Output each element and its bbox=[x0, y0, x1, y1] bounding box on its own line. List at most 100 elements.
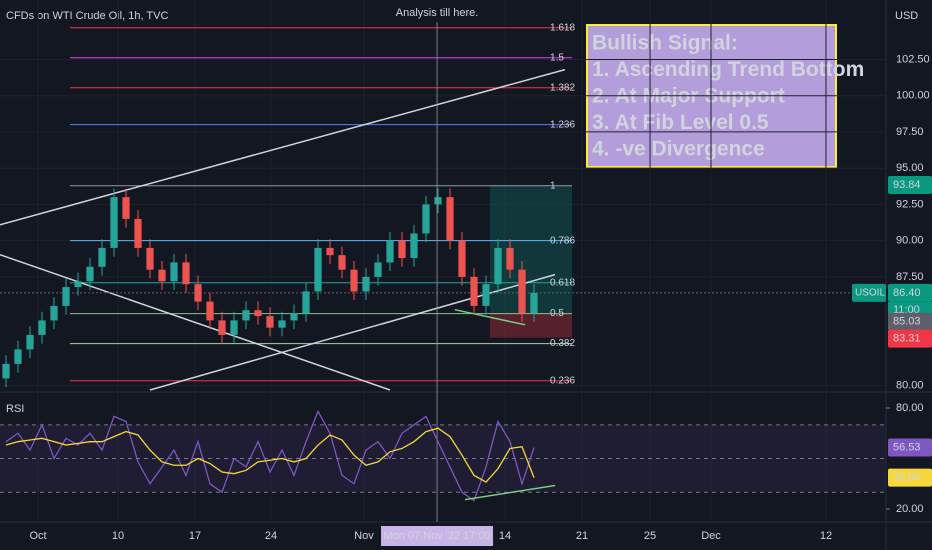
y-tick-label: 87.50 bbox=[896, 271, 924, 283]
candle-body bbox=[374, 262, 382, 277]
x-tick-label: 10 bbox=[112, 530, 124, 542]
candle-body bbox=[134, 218, 142, 248]
x-tick-label: Dec bbox=[701, 530, 721, 542]
stop-zone bbox=[489, 312, 573, 338]
candle-body bbox=[266, 316, 274, 328]
candle-body bbox=[2, 363, 10, 379]
candle-body bbox=[422, 204, 430, 234]
rsi-badge: 56.53 bbox=[893, 441, 921, 453]
candle-body bbox=[218, 320, 226, 335]
rsi-divergence bbox=[464, 484, 556, 501]
candle-body bbox=[14, 349, 22, 364]
symbol: USOIL bbox=[855, 288, 885, 299]
y-tick-label: 80.00 bbox=[896, 402, 924, 414]
candle-body bbox=[434, 197, 442, 205]
candle-body bbox=[290, 313, 298, 321]
stop-badge: 83.31 bbox=[893, 333, 921, 345]
target-badge: 93.84 bbox=[893, 179, 921, 191]
x-tick-label: 17 bbox=[189, 530, 201, 542]
crosshair-label: Mon 07 Nov '22 17:00 bbox=[383, 530, 490, 542]
candle-body bbox=[338, 255, 346, 270]
candle-body bbox=[506, 247, 514, 270]
annotation: Analysis till here. bbox=[396, 7, 479, 19]
candle-body bbox=[86, 266, 94, 282]
candle-body bbox=[398, 240, 406, 259]
note-line: 3. At Fib Level 0.5 bbox=[592, 111, 769, 134]
candle-body bbox=[110, 197, 118, 248]
x-tick-label: Oct bbox=[29, 530, 46, 542]
candle-body bbox=[362, 276, 370, 292]
candle-body bbox=[470, 276, 478, 306]
target-badge-bg bbox=[888, 175, 932, 194]
fib-label: 0.382 bbox=[550, 338, 575, 349]
candle-body bbox=[242, 310, 250, 321]
candle-body bbox=[26, 334, 34, 350]
candle-body bbox=[482, 284, 490, 306]
candle-body bbox=[194, 284, 202, 302]
stop-badge-bg bbox=[888, 329, 932, 348]
candle-body bbox=[158, 269, 166, 282]
candle-body bbox=[386, 240, 394, 263]
rsi-badge-bg bbox=[888, 468, 932, 487]
fib-label: 1.236 bbox=[550, 119, 575, 130]
currency: USD bbox=[895, 10, 918, 22]
crosshair-label-bg bbox=[381, 526, 494, 546]
y-tick-label: 97.50 bbox=[896, 126, 924, 138]
price-badge: 86.40 bbox=[893, 287, 921, 299]
rsi-badge-bg bbox=[888, 438, 932, 457]
header: CFDs on WTI Crude Oil, 1h, TVC bbox=[6, 10, 168, 22]
y-tick-label: 95.00 bbox=[896, 162, 924, 174]
candle-body bbox=[410, 233, 418, 259]
x-tick-label: 14 bbox=[499, 530, 511, 542]
candle-body bbox=[170, 262, 178, 282]
note-line: 4. -ve Divergence bbox=[592, 138, 765, 161]
fib-label: 1.5 bbox=[550, 52, 564, 63]
candle-body bbox=[254, 310, 262, 317]
x-tick-label: Nov bbox=[354, 530, 374, 542]
note-line: 1. Ascending Trend Bottom bbox=[592, 58, 864, 81]
trendline bbox=[0, 68, 566, 226]
trendline bbox=[454, 308, 526, 326]
x-tick-label: 21 bbox=[576, 530, 588, 542]
candle-body bbox=[98, 247, 106, 267]
candle-body bbox=[62, 287, 70, 306]
fib-label: 0.5 bbox=[550, 308, 564, 319]
fib-label: 1.618 bbox=[550, 22, 575, 33]
candle-body bbox=[530, 292, 538, 314]
x-tick-label: 24 bbox=[265, 530, 277, 542]
x-tick-label: 25 bbox=[644, 530, 656, 542]
candle-body bbox=[122, 197, 130, 219]
candle-body bbox=[50, 305, 58, 321]
y-tick-label: 102.50 bbox=[896, 53, 930, 65]
candle-body bbox=[74, 281, 82, 288]
rsi-line bbox=[5, 409, 535, 502]
y-tick-label: 80.00 bbox=[896, 380, 924, 392]
candle-body bbox=[446, 197, 454, 241]
candle-body bbox=[494, 247, 502, 285]
symbol-bg bbox=[852, 283, 886, 302]
y-tick-label: 92.50 bbox=[896, 198, 924, 210]
y-tick-label: 90.00 bbox=[896, 235, 924, 247]
candle-body bbox=[38, 320, 46, 335]
note-line: Bullish Signal: bbox=[592, 32, 738, 55]
y-tick-label: 20.00 bbox=[896, 503, 924, 515]
fib-label: 0.618 bbox=[550, 277, 575, 288]
target-zone bbox=[489, 184, 573, 313]
candle-body bbox=[458, 240, 466, 277]
trendline bbox=[0, 254, 391, 391]
fib-label: 0.786 bbox=[550, 235, 575, 246]
rsi-badge: 38.66 bbox=[893, 472, 921, 484]
candle-body bbox=[206, 301, 214, 321]
rsi-line bbox=[5, 427, 535, 483]
y-tick-label: 100.00 bbox=[896, 90, 930, 102]
candle-body bbox=[278, 320, 286, 328]
fib-label: 1.382 bbox=[550, 82, 575, 93]
rsi-title: RSI bbox=[6, 403, 24, 415]
candle-body bbox=[230, 320, 238, 335]
candle-body bbox=[182, 262, 190, 285]
fib-label: 1 bbox=[550, 180, 556, 191]
entry-badge-bg bbox=[888, 312, 932, 331]
candle-body bbox=[314, 247, 322, 292]
candle-body bbox=[326, 247, 334, 256]
